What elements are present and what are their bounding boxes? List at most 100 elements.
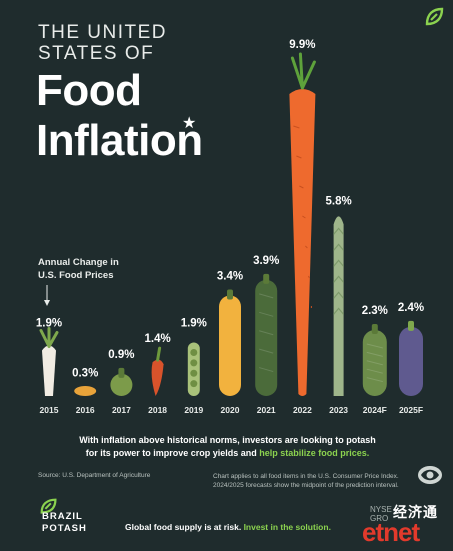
year-label-2021: 2021 [257, 405, 276, 415]
year-label-2017: 2017 [112, 405, 131, 415]
exchange-line2: GRO [370, 514, 389, 523]
value-label-2022: 9.9% [289, 39, 315, 51]
vegetable-asparagus-2023 [333, 216, 344, 396]
year-label-2019: 2019 [184, 405, 203, 415]
vegetable-zucchini-2021-stripe [259, 330, 274, 336]
vegetable-zucchini-2021 [255, 279, 278, 396]
chart-note-line2: 2024/2025 forecasts show the midpoint of… [213, 482, 399, 489]
annotation-arrow-head [44, 300, 50, 306]
vegetable-carrot-2022-greens [290, 52, 316, 90]
statement-highlight: help stabilize food prices. [259, 448, 370, 458]
vegetable-eggplant-2025F-stem [408, 320, 414, 331]
title-food: Food [36, 66, 142, 115]
statement-line2-text: for its power to improve crop yields and [85, 448, 260, 458]
vegetable-carrot-2022-ridge [307, 275, 310, 279]
vegetable-pear-2017-stem [118, 367, 125, 378]
vegetable-zucchini-2021-stem [263, 273, 270, 284]
title-line2: STATES OF [38, 43, 155, 64]
vegetable-cucumber-2024F-stripe [366, 360, 383, 366]
brand-name: BRAZIL POTASH [42, 511, 87, 535]
title-line1: THE UNITED [38, 22, 167, 43]
etnet-watermark: etnet [362, 517, 420, 547]
star-icon: ★ [182, 115, 197, 132]
vegetable-pea-pod-2019-pea [190, 349, 198, 357]
statement-line1: With inflation above historical norms, i… [79, 435, 376, 445]
vegetable-carrot-2022-ridge [293, 125, 300, 129]
year-label-2024F: 2024F [363, 405, 387, 415]
vegetable-radish-2015-greens [39, 327, 59, 349]
vegetable-squash-2020 [219, 295, 241, 396]
vegetable-asparagus-2023-scale [333, 291, 345, 299]
vegetable-asparagus-2023-scale [333, 307, 345, 315]
value-label-2020: 3.4% [217, 271, 243, 283]
year-label-2018: 2018 [148, 405, 167, 415]
value-label-2024F: 2.3% [362, 305, 388, 317]
vegetable-chili-2018-stem [156, 346, 162, 362]
tagline-highlight: Invest in the solution. [243, 522, 331, 532]
year-label-2025F: 2025F [399, 405, 423, 415]
vegetable-cucumber-2024F-stem [371, 323, 378, 334]
ticker-badge-icon [418, 466, 442, 484]
vegetable-pea-pod-2019-pea [190, 369, 198, 377]
vegetable-cucumber-2024F-stripe [366, 351, 383, 357]
chart-note-line1: Chart applies to all food items in the U… [213, 473, 399, 480]
vegetable-cucumber-2024F-stripe [366, 343, 383, 349]
vegetable-zucchini-2021-stripe [259, 348, 274, 354]
title-inflation: Inflation [36, 116, 203, 165]
year-label-2016: 2016 [76, 405, 95, 415]
value-label-2023: 5.8% [325, 195, 351, 207]
vegetable-pear-2017 [110, 373, 133, 396]
brazil-potash-leaf-icon [425, 7, 444, 26]
vegetable-asparagus-2023-scale [333, 275, 345, 283]
chart-annotation: Annual Change in U.S. Food Prices [38, 256, 158, 282]
investor-statement: With inflation above historical norms, i… [40, 434, 415, 460]
vegetable-chili-2018 [151, 359, 164, 396]
value-label-2018: 1.4% [144, 333, 170, 345]
vegetable-pea-pod-2019-pea [190, 359, 198, 367]
year-label-2020: 2020 [221, 405, 240, 415]
watermark-chinese: 经济通 [393, 504, 438, 520]
brand-tagline: Global food supply is at risk. Invest in… [125, 522, 331, 532]
vegetable-eggplant-2025F [399, 326, 423, 396]
value-label-2021: 3.9% [253, 255, 279, 267]
value-label-2019: 1.9% [181, 318, 207, 330]
exchange-ticker: NYSE GRO [370, 505, 392, 523]
source-note: Source: U.S. Department of Agriculture [38, 472, 151, 479]
value-label-2025F: 2.4% [398, 302, 424, 314]
year-label-2023: 2023 [329, 405, 348, 415]
value-label-2016: 0.3% [72, 368, 98, 380]
chart-note: Chart applies to all food items in the U… [213, 472, 408, 490]
vegetable-zucchini-2021-stripe [259, 293, 274, 299]
vegetable-cucumber-2024F [362, 329, 387, 396]
vegetable-carrot-2022 [289, 89, 316, 396]
tagline-text: Global food supply is at risk. [125, 522, 244, 532]
brand-name-line2: POTASH [42, 523, 87, 534]
vegetable-carrot-2022-ridge [302, 215, 306, 219]
vegetable-carrot-2022-ridge [296, 155, 302, 159]
vegetable-potato-2016 [74, 386, 97, 396]
vegetable-asparagus-2023-scale [333, 243, 345, 251]
year-label-2015: 2015 [40, 405, 59, 415]
vegetable-cucumber-2024F-stripe [366, 377, 383, 383]
statement-line2: for its power to improve crop yields and… [40, 447, 415, 460]
vegetable-pea-pod-2019-pea [190, 380, 198, 388]
value-label-2017: 0.9% [108, 349, 134, 361]
brand-name-line1: BRAZIL [42, 511, 83, 522]
annotation-line1: Annual Change in [38, 257, 119, 268]
annotation-line2: U.S. Food Prices [38, 270, 114, 281]
exchange-line1: NYSE [370, 505, 392, 514]
vegetable-carrot-2022-ridge [305, 245, 308, 249]
value-label-2015: 1.9% [36, 318, 62, 330]
brand-leaf-icon [40, 498, 57, 514]
vegetable-cucumber-2024F-stripe [366, 368, 383, 374]
title-prefix: THE UNITED STATES OF [38, 22, 238, 64]
vegetable-asparagus-2023-scale [333, 227, 345, 235]
year-label-2022: 2022 [293, 405, 312, 415]
vegetable-radish-2015 [42, 345, 56, 396]
vegetable-squash-2020-stem [227, 289, 233, 300]
vegetable-asparagus-2023-scale [333, 259, 345, 267]
vegetable-carrot-2022-ridge [299, 185, 304, 189]
vegetable-zucchini-2021-stripe [259, 367, 274, 373]
